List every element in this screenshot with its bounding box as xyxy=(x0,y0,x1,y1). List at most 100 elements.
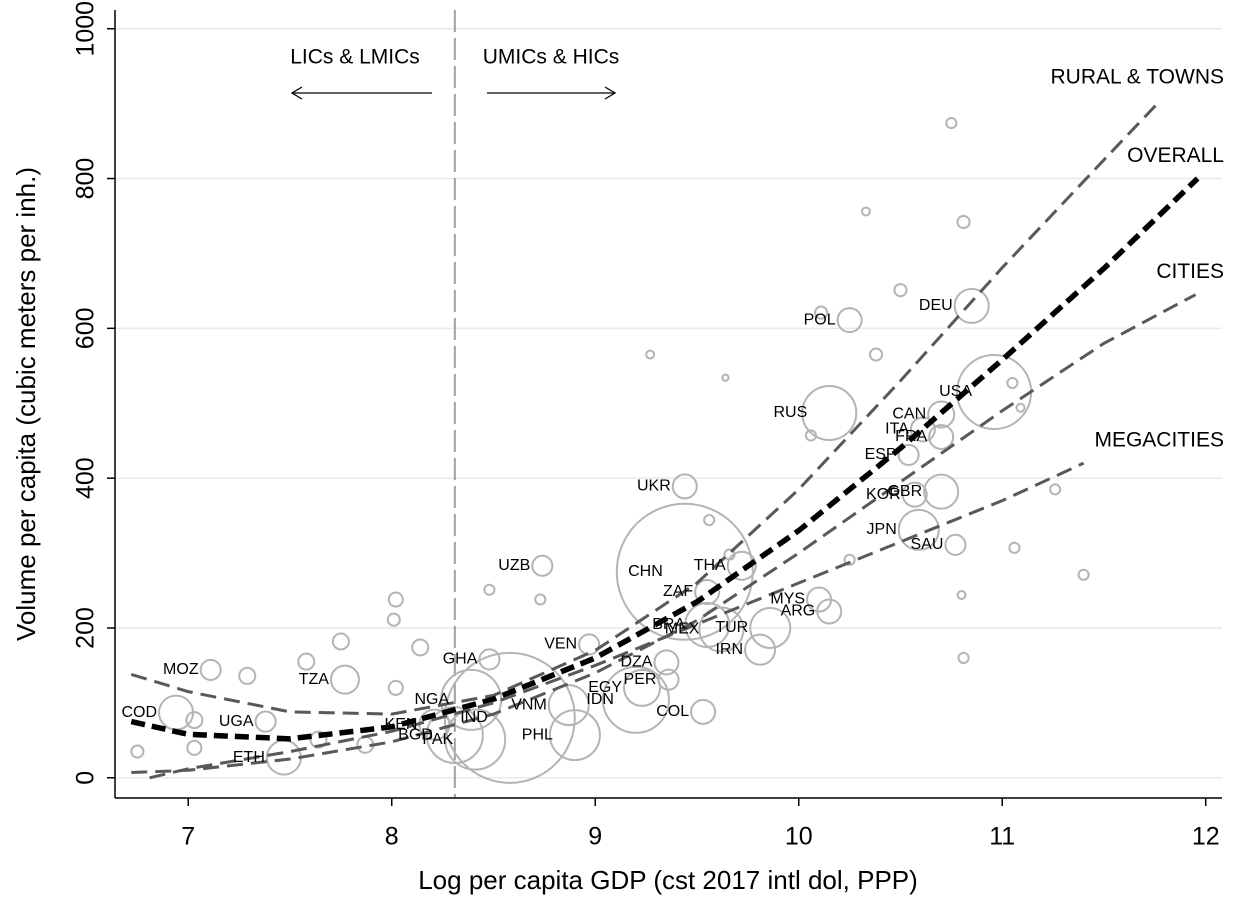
country-label: IDN xyxy=(586,691,614,708)
country-label: MOZ xyxy=(163,661,199,678)
bubble xyxy=(721,373,730,382)
country-label: PAK xyxy=(422,731,453,748)
fit-line xyxy=(130,98,1163,716)
bubble xyxy=(801,384,858,441)
y-axis-label: Volume per capita (cubic meters per inh.… xyxy=(11,167,41,641)
x-tick-label: 9 xyxy=(588,823,602,851)
country-label: SAU xyxy=(910,536,943,553)
line-label: MEGACITIES xyxy=(1094,429,1224,452)
bubble xyxy=(531,554,554,577)
bubble xyxy=(814,305,829,320)
bubble xyxy=(744,633,777,666)
country-label: GBR xyxy=(887,483,922,500)
bubble xyxy=(238,666,257,685)
bubble xyxy=(723,548,736,561)
country-label: IRN xyxy=(715,641,743,658)
y-tick-label: 800 xyxy=(72,158,100,200)
bubble xyxy=(265,739,302,776)
fit-line xyxy=(149,461,1085,780)
bubble xyxy=(703,514,716,527)
country-label: BGD xyxy=(398,726,433,743)
y-tick-label: 1000 xyxy=(72,1,100,57)
arrows xyxy=(290,86,617,100)
bubble xyxy=(1015,402,1026,413)
bubble xyxy=(1006,376,1019,390)
bubble xyxy=(615,502,754,641)
x-tick-label: 12 xyxy=(1192,823,1220,851)
bubble xyxy=(868,347,884,362)
bubble xyxy=(185,711,204,730)
country-label: UGA xyxy=(219,713,254,730)
bubble xyxy=(897,443,920,466)
country-label: KOR xyxy=(866,486,901,503)
x-tick-label: 8 xyxy=(385,823,399,851)
country-label: CAN xyxy=(892,406,926,423)
bubble xyxy=(893,283,908,298)
bubble xyxy=(726,550,757,581)
country-label: TZA xyxy=(299,671,330,688)
bubble xyxy=(928,423,955,450)
country-label: GHA xyxy=(443,651,478,668)
country-label: FRA xyxy=(895,428,927,445)
country-label: UZB xyxy=(498,557,530,574)
bubble xyxy=(944,533,967,556)
country-label: UKR xyxy=(637,478,671,495)
country-label: MYS xyxy=(770,591,805,608)
country-label: ARG xyxy=(781,603,816,620)
bubble xyxy=(860,206,871,217)
bubble xyxy=(653,649,680,676)
bubble xyxy=(1049,483,1062,496)
country-label: ITA xyxy=(885,421,909,438)
x-tick-label: 10 xyxy=(785,823,813,851)
fit-line xyxy=(130,176,1200,742)
bubble xyxy=(909,416,936,443)
bubble xyxy=(671,473,698,500)
bubble xyxy=(130,744,145,759)
bubble xyxy=(478,648,501,671)
bubble xyxy=(1077,568,1090,581)
y-tick-label: 200 xyxy=(72,607,100,649)
bubble xyxy=(297,652,316,671)
bubble xyxy=(836,307,863,334)
country-label: KEN xyxy=(385,716,418,733)
country-label: IND xyxy=(460,709,488,726)
country-label: EGY xyxy=(588,679,622,696)
bubble xyxy=(331,632,350,651)
bubble xyxy=(690,698,717,725)
bubble xyxy=(945,117,958,130)
bubble xyxy=(956,590,967,601)
bubble xyxy=(411,638,430,657)
annotation: UMICs & HICs xyxy=(483,46,620,69)
bubble xyxy=(186,739,203,756)
arrow-head xyxy=(604,86,617,100)
fit-line xyxy=(131,293,1197,775)
y-tick-label: 0 xyxy=(72,771,100,785)
bubble xyxy=(957,651,970,664)
country-label: BRA xyxy=(652,616,685,633)
country-label: DEU xyxy=(919,297,953,314)
bubble xyxy=(601,665,670,734)
bubble xyxy=(694,579,721,606)
bubble xyxy=(534,593,547,606)
country-label: THA xyxy=(694,557,726,574)
bubble xyxy=(953,287,990,324)
bubble xyxy=(387,591,404,608)
bubble xyxy=(749,606,792,649)
x-tick-label: 11 xyxy=(989,823,1015,851)
country-label: COL xyxy=(656,703,689,720)
bubble xyxy=(897,508,940,551)
country-label: ETH xyxy=(233,749,265,766)
bubble xyxy=(254,710,277,733)
bubble xyxy=(329,664,360,695)
country-label: VNM xyxy=(511,696,547,713)
x-axis-label: Log per capita GDP (cst 2017 intl dol, P… xyxy=(418,865,918,895)
bubble xyxy=(578,633,601,656)
country-label: DZA xyxy=(620,654,652,671)
country-label: ESP xyxy=(865,446,897,463)
bubble xyxy=(956,214,971,230)
bubble xyxy=(547,684,590,727)
plot xyxy=(115,10,1222,798)
bubble xyxy=(199,658,222,681)
country-label: PER xyxy=(624,671,657,688)
country-label: ZAF xyxy=(663,583,693,600)
